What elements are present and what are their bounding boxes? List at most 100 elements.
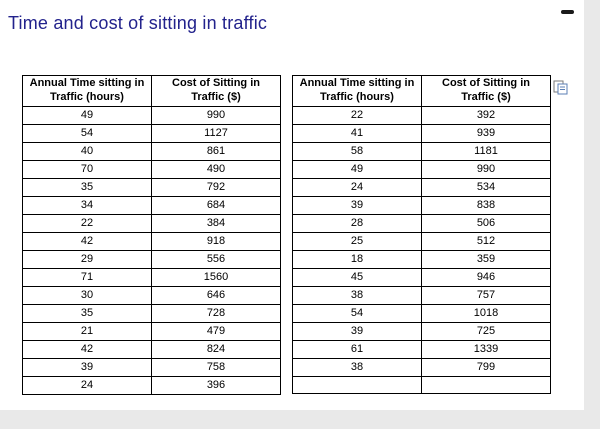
table-row: 28 506 <box>292 213 551 233</box>
table-cell: 725 <box>421 321 551 341</box>
table-cell: 479 <box>151 321 281 341</box>
table-row: 40 861 <box>22 141 281 161</box>
paste-options-glyph <box>553 80 568 95</box>
table-cell: 54 <box>292 303 422 323</box>
table-cell: 40 <box>22 141 152 161</box>
table-cell: 24 <box>292 177 422 197</box>
table-cell: 861 <box>151 141 281 161</box>
table-row: 71 1560 <box>22 267 281 287</box>
tables-container: Annual Time sitting in Traffic (hours) Co… <box>22 75 551 395</box>
header-row: Annual Time sitting in Traffic (hours) Co… <box>292 75 551 107</box>
column-header: Annual Time sitting in Traffic (hours) <box>22 75 152 107</box>
table-cell: 49 <box>292 159 422 179</box>
table-row: 25 512 <box>292 231 551 251</box>
table-cell: 534 <box>421 177 551 197</box>
table-cell: 792 <box>151 177 281 197</box>
table-cell: 799 <box>421 357 551 377</box>
table-row: 21 479 <box>22 321 281 341</box>
table-cell: 54 <box>22 123 152 143</box>
table-cell: 42 <box>22 339 152 359</box>
table-cell: 22 <box>22 213 152 233</box>
table-row: 70 490 <box>22 159 281 179</box>
table-cell: 42 <box>22 231 152 251</box>
table-cell: 556 <box>151 249 281 269</box>
table-cell: 39 <box>22 357 152 377</box>
table-row: 39 838 <box>292 195 551 215</box>
table-cell: 646 <box>151 285 281 305</box>
table-row: 39 758 <box>22 357 281 377</box>
table-row: 49 990 <box>22 105 281 125</box>
table-cell: 35 <box>22 177 152 197</box>
table-cell: 506 <box>421 213 551 233</box>
table-cell: 70 <box>22 159 152 179</box>
table-cell: 758 <box>151 357 281 377</box>
table-row: 42 918 <box>22 231 281 251</box>
table-cell: 838 <box>421 195 551 215</box>
paste-options-icon[interactable] <box>553 80 568 95</box>
table-row: 30 646 <box>22 285 281 305</box>
table-cell: 1018 <box>421 303 551 323</box>
table-cell: 30 <box>22 285 152 305</box>
table-row: 58 1181 <box>292 141 551 161</box>
table-cell: 71 <box>22 267 152 287</box>
table-cell: 396 <box>151 375 281 395</box>
table-cell: 21 <box>22 321 152 341</box>
table-row: 45 946 <box>292 267 551 287</box>
table-cell: 29 <box>22 249 152 269</box>
table-cell: 990 <box>151 105 281 125</box>
table-row: 49 990 <box>292 159 551 179</box>
table-cell: 39 <box>292 321 422 341</box>
table-cell: 22 <box>292 105 422 125</box>
table-cell: 1339 <box>421 339 551 359</box>
traffic-table-right: Annual Time sitting in Traffic (hours) Co… <box>292 75 551 394</box>
table-row: 61 1339 <box>292 339 551 359</box>
table-cell: 939 <box>421 123 551 143</box>
table-cell: 728 <box>151 303 281 323</box>
table-cell: 1181 <box>421 141 551 161</box>
table-row: 22 384 <box>22 213 281 233</box>
table-row <box>292 375 551 394</box>
table-row: 29 556 <box>22 249 281 269</box>
table-row: 24 534 <box>292 177 551 197</box>
table-row: 54 1127 <box>22 123 281 143</box>
table-cell: 41 <box>292 123 422 143</box>
table-row: 35 728 <box>22 303 281 323</box>
table-row: 24 396 <box>22 375 281 395</box>
table-row: 38 799 <box>292 357 551 377</box>
table-cell: 490 <box>151 159 281 179</box>
table-cell: 824 <box>151 339 281 359</box>
table-cell: 918 <box>151 231 281 251</box>
table-cell: 1127 <box>151 123 281 143</box>
table-cell: 384 <box>151 213 281 233</box>
page-title: Time and cost of sitting in traffic <box>8 13 268 33</box>
table-row: 39 725 <box>292 321 551 341</box>
table-row: 54 1018 <box>292 303 551 323</box>
minus-icon[interactable] <box>561 10 574 14</box>
table-cell: 39 <box>292 195 422 215</box>
table-row: 22 392 <box>292 105 551 125</box>
table-row: 42 824 <box>22 339 281 359</box>
table-cell: 45 <box>292 267 422 287</box>
table-cell: 25 <box>292 231 422 251</box>
table-cell: 38 <box>292 357 422 377</box>
column-header: Annual Time sitting in Traffic (hours) <box>292 75 422 107</box>
table-cell: 684 <box>151 195 281 215</box>
table-cell: 24 <box>22 375 152 395</box>
table-cell: 28 <box>292 213 422 233</box>
column-header: Cost of Sitting in Traffic ($) <box>151 75 281 107</box>
table-cell: 18 <box>292 249 422 269</box>
table-cell: 757 <box>421 285 551 305</box>
table-cell: 1560 <box>151 267 281 287</box>
table-cell <box>292 375 422 394</box>
table-row: 34 684 <box>22 195 281 215</box>
table-row: 38 757 <box>292 285 551 305</box>
table-cell: 49 <box>22 105 152 125</box>
table-cell: 35 <box>22 303 152 323</box>
table-cell: 359 <box>421 249 551 269</box>
table-cell: 512 <box>421 231 551 251</box>
table-row: 18 359 <box>292 249 551 269</box>
table-cell: 38 <box>292 285 422 305</box>
column-header: Cost of Sitting in Traffic ($) <box>421 75 551 107</box>
table-cell: 990 <box>421 159 551 179</box>
table-cell: 58 <box>292 141 422 161</box>
